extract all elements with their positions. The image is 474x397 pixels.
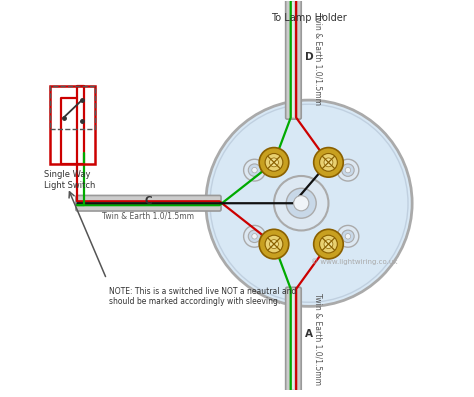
Circle shape — [265, 235, 283, 253]
Circle shape — [342, 230, 354, 243]
Bar — [50, 87, 95, 164]
FancyBboxPatch shape — [286, 0, 301, 119]
FancyBboxPatch shape — [76, 195, 221, 211]
Circle shape — [319, 154, 337, 171]
Circle shape — [270, 158, 278, 167]
Circle shape — [286, 188, 316, 218]
Circle shape — [265, 154, 283, 171]
Text: Twin & Earth 1.0/1.5mm: Twin & Earth 1.0/1.5mm — [102, 211, 194, 220]
Circle shape — [319, 235, 337, 253]
Circle shape — [252, 168, 257, 173]
Circle shape — [337, 159, 359, 181]
Circle shape — [293, 196, 309, 211]
Circle shape — [345, 233, 351, 239]
Circle shape — [324, 240, 333, 249]
Circle shape — [274, 176, 328, 231]
Circle shape — [244, 225, 265, 247]
Circle shape — [342, 164, 354, 176]
Circle shape — [270, 240, 278, 249]
Circle shape — [345, 168, 351, 173]
Text: Twin & Earth 1.0/1.5mm: Twin & Earth 1.0/1.5mm — [314, 293, 323, 385]
Circle shape — [248, 230, 261, 243]
Circle shape — [259, 148, 289, 177]
Text: A: A — [305, 329, 313, 339]
Circle shape — [259, 229, 289, 259]
Circle shape — [248, 164, 261, 176]
Circle shape — [337, 225, 359, 247]
Circle shape — [324, 158, 333, 167]
Text: To Lamp Holder: To Lamp Holder — [271, 13, 347, 23]
Circle shape — [252, 233, 257, 239]
Circle shape — [206, 100, 412, 306]
Circle shape — [314, 229, 343, 259]
Bar — [50, 87, 95, 129]
Text: D: D — [305, 52, 313, 62]
Text: Single Way
Light Switch: Single Way Light Switch — [45, 170, 96, 189]
Text: Twin & Earth 1.0/1.5mm: Twin & Earth 1.0/1.5mm — [314, 13, 323, 105]
Text: NOTE: This is a switched live NOT a neautral and
should be marked accordingly wi: NOTE: This is a switched live NOT a neau… — [109, 287, 296, 306]
Text: © www.lightwiring.co.uk: © www.lightwiring.co.uk — [310, 258, 397, 265]
FancyBboxPatch shape — [286, 287, 301, 391]
Circle shape — [314, 148, 343, 177]
Text: C: C — [145, 195, 152, 206]
Circle shape — [244, 159, 265, 181]
